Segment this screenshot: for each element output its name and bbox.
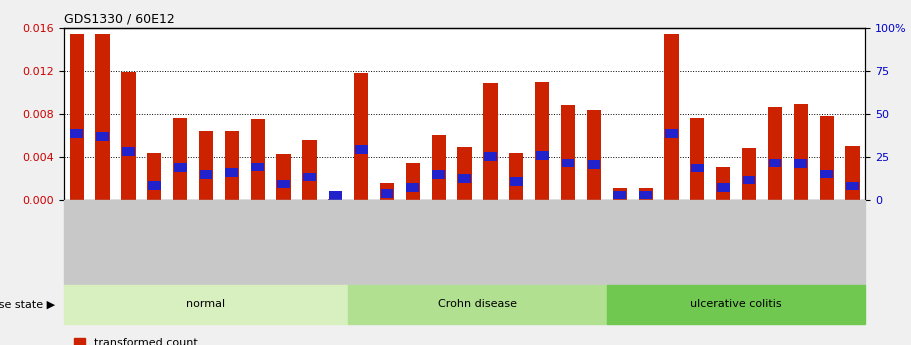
- Bar: [173, 118, 188, 200]
- Bar: [122, 147, 135, 156]
- Bar: [613, 191, 626, 199]
- Bar: [561, 105, 575, 200]
- Bar: [381, 189, 394, 198]
- Text: Crohn disease: Crohn disease: [438, 299, 517, 309]
- Bar: [794, 159, 807, 168]
- Bar: [303, 173, 316, 181]
- Bar: [200, 170, 212, 179]
- Text: normal: normal: [187, 299, 226, 309]
- Bar: [148, 181, 160, 190]
- Bar: [174, 163, 187, 171]
- Bar: [768, 107, 782, 200]
- Bar: [846, 182, 859, 190]
- Bar: [639, 188, 653, 200]
- Bar: [769, 159, 782, 167]
- Bar: [329, 191, 342, 200]
- Bar: [406, 183, 419, 191]
- Bar: [70, 129, 83, 138]
- Bar: [716, 167, 731, 200]
- Bar: [717, 183, 730, 192]
- Bar: [665, 129, 678, 138]
- Bar: [457, 147, 472, 200]
- Bar: [742, 148, 756, 200]
- Bar: [96, 33, 109, 200]
- Bar: [587, 110, 601, 200]
- Bar: [664, 34, 679, 200]
- Bar: [432, 136, 445, 200]
- Bar: [691, 118, 704, 200]
- Bar: [509, 153, 524, 200]
- Text: GDS1330 / 60E12: GDS1330 / 60E12: [64, 12, 175, 25]
- Bar: [613, 188, 627, 200]
- Bar: [225, 131, 239, 200]
- Bar: [251, 162, 264, 171]
- Bar: [354, 73, 368, 200]
- Bar: [742, 176, 755, 184]
- Bar: [199, 131, 213, 200]
- Text: ulcerative colitis: ulcerative colitis: [691, 299, 782, 309]
- Bar: [640, 190, 652, 199]
- Bar: [793, 104, 808, 200]
- Bar: [121, 72, 136, 200]
- Bar: [69, 34, 84, 200]
- Bar: [354, 145, 367, 154]
- Bar: [691, 164, 704, 172]
- Bar: [484, 152, 496, 161]
- Bar: [484, 82, 497, 200]
- Bar: [535, 82, 549, 200]
- Bar: [251, 119, 265, 200]
- Legend: transformed count, percentile rank within the sample: transformed count, percentile rank withi…: [69, 333, 286, 345]
- Bar: [845, 146, 860, 200]
- Bar: [588, 160, 600, 169]
- Bar: [97, 132, 109, 141]
- Bar: [562, 159, 575, 167]
- Bar: [277, 179, 290, 188]
- Bar: [510, 177, 523, 186]
- Bar: [820, 170, 833, 178]
- Bar: [820, 116, 834, 200]
- Bar: [536, 151, 548, 159]
- Bar: [458, 174, 471, 183]
- Bar: [433, 170, 445, 179]
- Bar: [328, 199, 343, 200]
- Bar: [148, 152, 161, 200]
- Bar: [405, 164, 420, 200]
- Bar: [380, 184, 394, 200]
- Bar: [276, 154, 291, 200]
- Bar: [302, 140, 316, 200]
- Bar: [225, 168, 239, 177]
- Text: disease state ▶: disease state ▶: [0, 299, 55, 309]
